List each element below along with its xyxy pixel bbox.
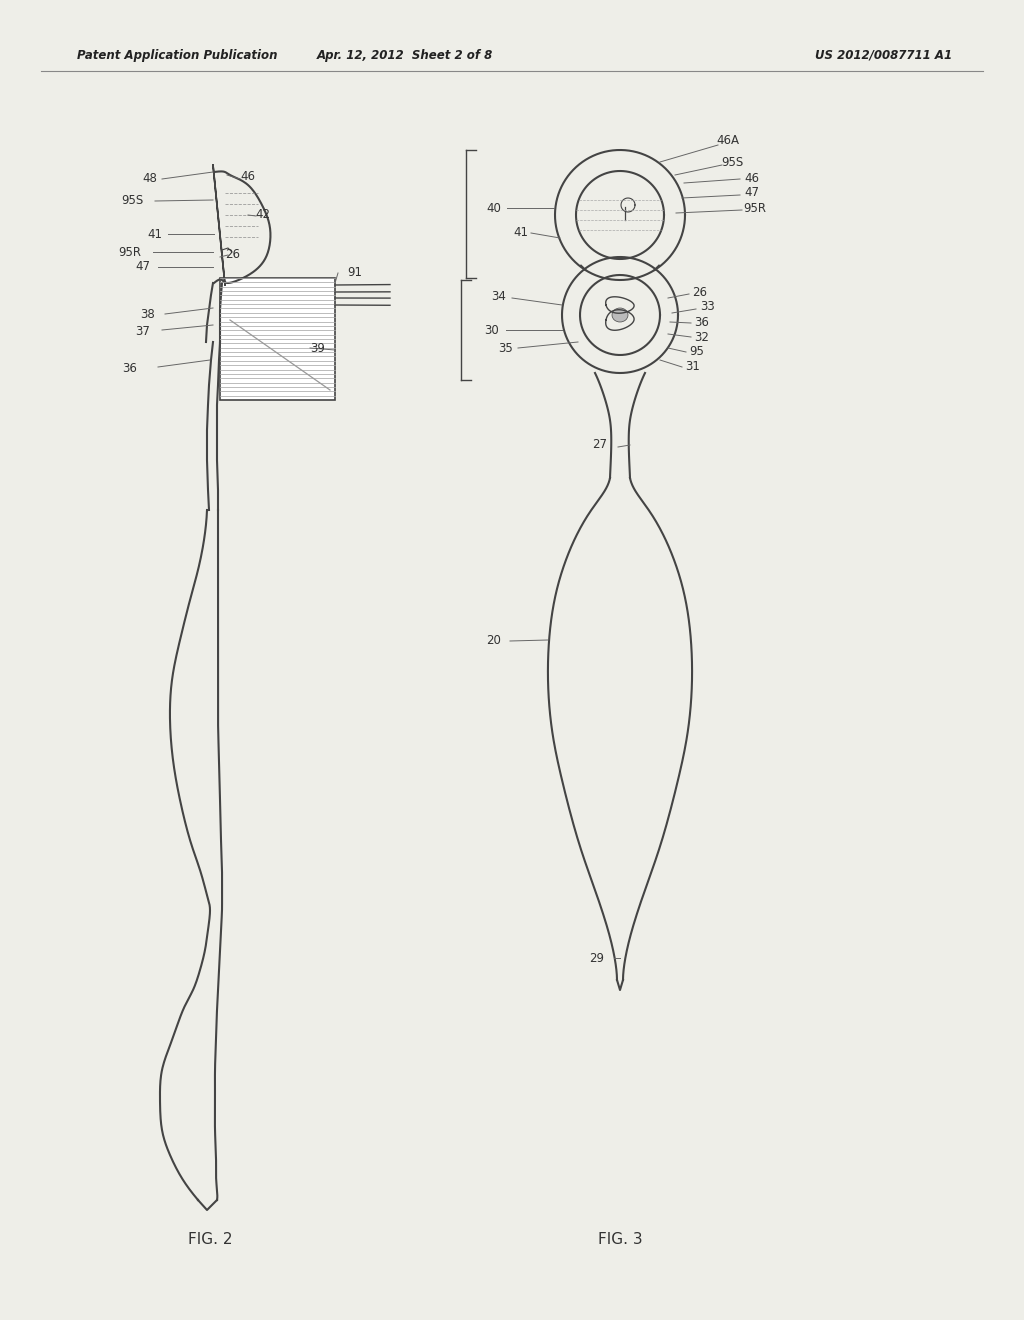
Text: 41: 41: [147, 227, 163, 240]
Text: FIG. 3: FIG. 3: [598, 1233, 642, 1247]
Text: 47: 47: [135, 260, 151, 273]
Text: 41: 41: [513, 226, 528, 239]
Text: 95: 95: [689, 346, 705, 359]
Text: 34: 34: [492, 289, 507, 302]
Text: 40: 40: [486, 202, 502, 214]
Text: 38: 38: [140, 309, 156, 322]
Text: 30: 30: [484, 323, 500, 337]
Bar: [220, 279, 335, 400]
Text: 95S: 95S: [121, 194, 143, 206]
Text: 27: 27: [593, 438, 607, 451]
Text: 33: 33: [700, 301, 716, 314]
Text: 95R: 95R: [743, 202, 767, 214]
Text: 35: 35: [499, 342, 513, 355]
Text: Patent Application Publication: Patent Application Publication: [77, 49, 278, 62]
Ellipse shape: [612, 308, 628, 322]
Text: 46: 46: [241, 170, 256, 183]
Text: 46A: 46A: [717, 133, 739, 147]
Text: 29: 29: [590, 952, 604, 965]
Text: 42: 42: [256, 209, 270, 222]
Text: 20: 20: [486, 634, 502, 647]
Text: 39: 39: [310, 342, 326, 355]
Text: 31: 31: [685, 360, 700, 374]
Text: 47: 47: [744, 186, 760, 199]
Text: 91: 91: [347, 265, 362, 279]
Text: 36: 36: [694, 315, 710, 329]
Text: 26: 26: [225, 248, 241, 261]
Text: 37: 37: [135, 326, 151, 338]
Text: 95R: 95R: [119, 246, 141, 259]
Text: FIG. 2: FIG. 2: [187, 1233, 232, 1247]
Text: US 2012/0087711 A1: US 2012/0087711 A1: [815, 49, 952, 62]
Text: 48: 48: [142, 172, 158, 185]
Text: 95S: 95S: [721, 157, 743, 169]
Text: 46: 46: [744, 172, 760, 185]
Text: Apr. 12, 2012  Sheet 2 of 8: Apr. 12, 2012 Sheet 2 of 8: [316, 49, 493, 62]
Text: 36: 36: [123, 362, 137, 375]
Text: 26: 26: [692, 285, 708, 298]
Text: 32: 32: [694, 330, 710, 343]
